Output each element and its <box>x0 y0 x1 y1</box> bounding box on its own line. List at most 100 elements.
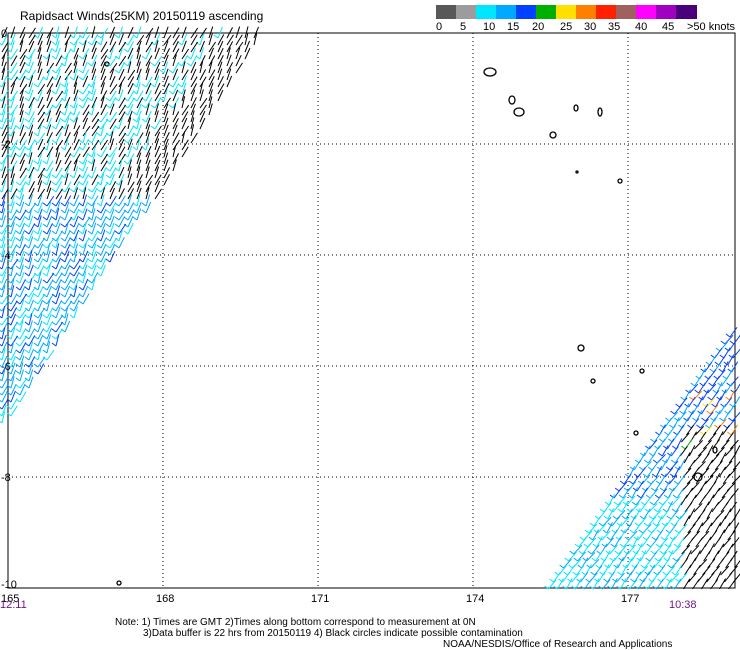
wind-barb <box>647 453 656 464</box>
wind-barb <box>37 215 42 228</box>
wind-barb-flag <box>33 167 39 172</box>
wind-barb <box>91 152 96 165</box>
legend-swatch <box>616 5 637 19</box>
wind-barb <box>28 299 34 312</box>
wind-barb <box>646 467 655 478</box>
wind-barb-flag <box>69 76 75 81</box>
wind-barb <box>28 97 35 109</box>
wind-barb-flag <box>51 48 57 53</box>
wind-barb-flag <box>51 328 57 333</box>
wind-barb-flag <box>24 90 30 95</box>
island <box>597 107 603 117</box>
wind-barb <box>163 68 169 81</box>
wind-barb <box>28 152 33 165</box>
wind-barb <box>163 103 169 116</box>
wind-barb-flag <box>589 522 595 527</box>
wind-barb <box>598 571 606 583</box>
wind-barb <box>199 97 208 109</box>
wind-barb <box>163 124 169 137</box>
wind-barb-flag <box>87 230 93 235</box>
wind-barb-flag <box>6 216 12 221</box>
wind-barb <box>64 264 71 277</box>
wind-barb-flag <box>714 424 719 429</box>
wind-barb <box>64 229 71 242</box>
wind-barb <box>37 159 43 172</box>
wind-barb-flag <box>15 286 21 291</box>
wind-barb <box>46 187 52 200</box>
wind-barb <box>64 293 72 305</box>
wind-barb-flag <box>15 216 21 221</box>
wind-barb <box>37 188 46 200</box>
wind-barb-flag <box>6 118 12 123</box>
wind-barb-flag <box>69 209 75 214</box>
wind-barb <box>714 410 721 422</box>
wind-barb <box>73 265 81 277</box>
wind-barb-flag <box>0 231 3 235</box>
wind-barb <box>28 166 35 179</box>
wind-barb <box>656 578 664 590</box>
wind-barb <box>91 125 100 137</box>
wind-barb <box>100 111 109 123</box>
wind-barb-flag <box>105 216 111 221</box>
wind-barb <box>64 208 70 221</box>
wind-barb <box>91 272 99 284</box>
wind-barb-flag <box>670 585 675 590</box>
wind-barb-flag <box>648 515 654 520</box>
wind-barb <box>172 118 179 130</box>
wind-barb-flag <box>33 272 39 277</box>
wind-barb-flag <box>96 209 102 214</box>
wind-barb-flag <box>645 557 650 562</box>
wind-barb <box>693 390 702 401</box>
wind-barb-flag <box>150 83 156 88</box>
wind-barb <box>82 40 87 53</box>
wind-barb-flag <box>0 217 3 221</box>
wind-barb-flag <box>0 84 3 88</box>
wind-barb <box>154 118 162 130</box>
wind-barb-flag <box>662 508 668 513</box>
wind-barb <box>91 89 97 102</box>
wind-barb <box>568 551 577 562</box>
wind-barb <box>673 466 681 478</box>
wind-barb <box>172 68 178 81</box>
wind-barb <box>46 237 55 249</box>
wind-barb <box>118 138 125 151</box>
wind-barb-flag <box>42 181 48 186</box>
wind-barb <box>55 201 61 214</box>
wind-barb-flag <box>78 286 84 291</box>
wind-barb-flag <box>568 564 573 569</box>
wind-barb <box>64 320 71 333</box>
wind-barb-flag <box>33 160 39 165</box>
wind-barb-flag <box>141 55 147 60</box>
wind-barb-flag <box>718 368 724 373</box>
wind-barb-flag <box>60 258 66 263</box>
wind-barb <box>707 494 715 506</box>
wind-barb <box>181 139 189 151</box>
wind-barb <box>127 209 135 221</box>
wind-barb <box>64 222 69 235</box>
wind-barb <box>1 348 6 361</box>
wind-barb-flag <box>51 181 57 186</box>
wind-barb-flag <box>6 146 12 151</box>
wind-barb-flag <box>51 251 57 256</box>
wind-barb-flag <box>51 230 57 235</box>
wind-barb <box>1 117 8 130</box>
wind-barb <box>217 26 223 39</box>
wind-barb-flag <box>0 378 3 382</box>
wind-barb <box>630 502 640 513</box>
wind-barb <box>91 237 99 249</box>
wind-barb <box>727 467 737 478</box>
wind-barb <box>19 229 26 242</box>
wind-barb <box>28 187 35 200</box>
wind-barb <box>28 356 36 368</box>
wind-barb <box>1 334 7 347</box>
wind-barb-flag <box>613 501 619 506</box>
wind-barb <box>181 48 190 60</box>
wind-barb <box>136 132 144 144</box>
wind-barb-flag <box>0 413 3 417</box>
wind-barb <box>91 187 98 200</box>
wind-barb <box>73 40 78 53</box>
wind-barb <box>37 265 45 277</box>
wind-barb <box>208 103 213 116</box>
wind-barb <box>154 153 162 165</box>
wind-barb-flag <box>87 174 93 179</box>
